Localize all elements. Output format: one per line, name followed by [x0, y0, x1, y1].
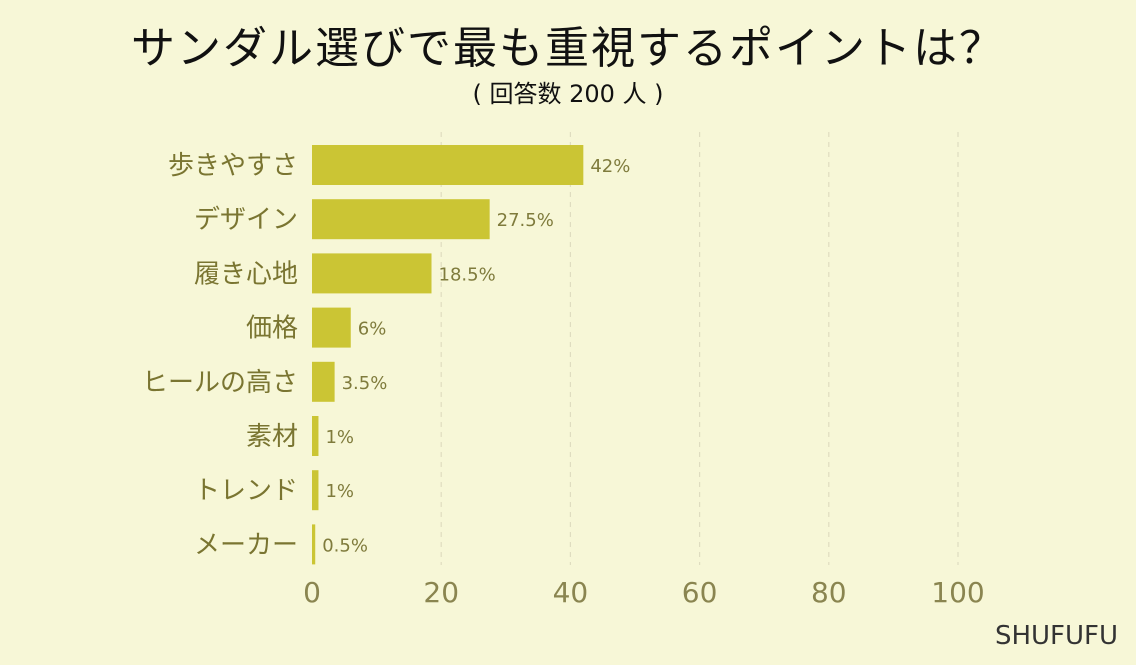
bar [312, 307, 351, 348]
category-label: 歩きやすさ [168, 151, 298, 181]
category-label: メーカー [194, 530, 298, 560]
brand-logo-text: SHUFUFU [994, 621, 1118, 651]
bar [312, 416, 319, 456]
category-label: 価格 [246, 314, 298, 344]
x-tick-label: 100 [931, 576, 984, 609]
bar [312, 470, 319, 511]
chart-title: サンダル選びで最も重視するポイントは？ [131, 23, 1005, 74]
x-tick-label: 60 [682, 576, 718, 609]
value-label: 1% [325, 481, 354, 502]
bar [312, 145, 584, 185]
bar [312, 199, 490, 240]
bar [312, 253, 432, 294]
value-label: 42% [590, 156, 630, 177]
category-label: 履き心地 [194, 259, 298, 289]
category-label: ヒールの高さ [142, 368, 298, 398]
x-tick-label: 80 [811, 576, 847, 609]
value-label: 1% [325, 427, 354, 448]
x-tick-label: 20 [423, 576, 459, 609]
value-label: 18.5% [439, 264, 496, 285]
category-label: 素材 [246, 422, 298, 452]
category-label: トレンド [194, 476, 298, 506]
value-label: 0.5% [322, 535, 368, 556]
value-label: 6% [358, 319, 387, 340]
chart-subtitle: ( 回答数 200 人 ) [472, 80, 664, 108]
category-label: デザイン [194, 205, 298, 235]
value-label: 27.5% [497, 210, 554, 231]
value-label: 3.5% [342, 373, 388, 394]
x-tick-label: 0 [303, 576, 321, 609]
bar [312, 524, 316, 565]
bar [312, 361, 335, 402]
x-tick-label: 40 [553, 576, 589, 609]
